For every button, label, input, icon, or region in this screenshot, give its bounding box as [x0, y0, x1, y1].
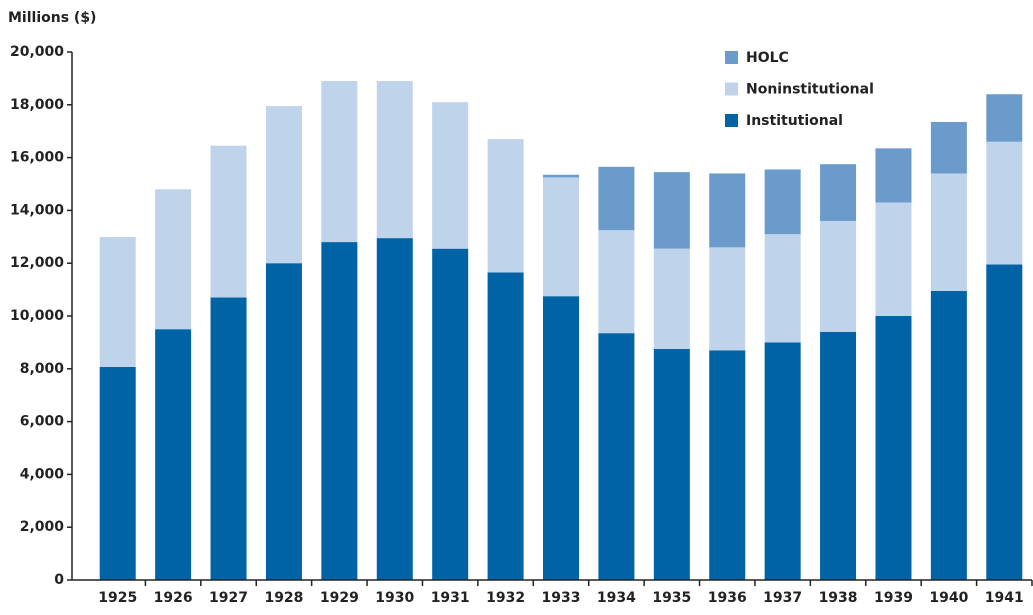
x-tick-label: 1928	[264, 590, 303, 606]
bar-segment	[653, 172, 690, 249]
bar-segment	[155, 189, 192, 330]
bar-segment	[709, 247, 746, 351]
x-tick-label: 1936	[708, 590, 747, 606]
x-tick-label: 1933	[542, 590, 581, 606]
x-tick-label: 1941	[985, 590, 1024, 606]
bar-segment	[709, 173, 746, 248]
bar-segment	[598, 166, 635, 231]
bar-segment	[820, 220, 857, 332]
legend-swatch	[725, 51, 738, 64]
y-tick-label: 4,000	[20, 466, 65, 482]
bar-segment	[432, 102, 469, 249]
x-tick-label: 1940	[929, 590, 968, 606]
bar-segment	[321, 242, 358, 580]
bar-segment	[210, 297, 247, 580]
bar-segment	[764, 169, 801, 235]
bar-segment	[265, 263, 302, 580]
bar-segment	[764, 342, 801, 580]
x-tick-label: 1934	[597, 590, 636, 606]
y-tick-label: 14,000	[10, 202, 64, 218]
bar-segment	[210, 145, 247, 298]
bar-segment	[653, 349, 690, 580]
bar-segment	[875, 316, 912, 580]
bar-segment	[487, 139, 524, 273]
bar-segment	[265, 106, 302, 264]
bar-segment	[930, 290, 967, 580]
x-tick-label: 1935	[652, 590, 691, 606]
legend-label: HOLC	[746, 50, 789, 66]
x-tick-label: 1937	[763, 590, 802, 606]
y-tick-label: 6,000	[20, 414, 65, 430]
x-tick-label: 1929	[320, 590, 359, 606]
bar-segment	[543, 296, 579, 580]
x-tick-label: 1932	[486, 590, 525, 606]
bar-segment	[986, 264, 1023, 580]
y-tick-label: 2,000	[20, 519, 65, 535]
bar-segment	[487, 272, 524, 580]
x-tick-label: 1930	[375, 590, 414, 606]
legend-swatch	[725, 82, 738, 96]
x-tick-label: 1927	[209, 590, 248, 606]
bar-segment	[653, 248, 690, 349]
bar-segment	[709, 350, 746, 580]
bar-segment	[376, 81, 413, 239]
x-tick-label: 1931	[431, 590, 470, 606]
bar-segment	[930, 121, 967, 174]
bar-segment	[986, 94, 1023, 142]
bar-segment	[986, 141, 1023, 265]
x-tick-label: 1938	[819, 590, 858, 606]
y-tick-label: 0	[54, 572, 64, 588]
bar-segment	[543, 174, 579, 178]
legend-swatch	[725, 114, 738, 127]
y-tick-label: 16,000	[10, 150, 64, 166]
bar-segment	[820, 164, 857, 221]
y-axis-label: Millions ($)	[8, 10, 96, 26]
y-tick-label: 18,000	[10, 97, 64, 113]
y-tick-label: 8,000	[20, 361, 65, 377]
y-tick-label: 12,000	[10, 255, 64, 271]
x-tick-label: 1939	[874, 590, 913, 606]
bar-segment	[598, 230, 635, 334]
y-tick-label: 20,000	[10, 44, 64, 60]
bar-segment	[875, 202, 912, 316]
x-tick-label: 1926	[154, 590, 193, 606]
bar-segment	[155, 329, 192, 580]
legend-label: Institutional	[746, 113, 843, 129]
bar-segment	[543, 177, 579, 297]
legend-label: Noninstitutional	[746, 82, 874, 98]
bar-segment	[764, 234, 801, 343]
bar-segment	[598, 333, 635, 580]
bar-segment	[376, 238, 413, 580]
bar-segment	[875, 148, 912, 203]
y-tick-label: 10,000	[10, 308, 64, 324]
bar-segment	[99, 366, 136, 580]
bar-segment	[930, 173, 967, 291]
bar-segment	[321, 81, 358, 243]
bar-segment	[820, 331, 857, 580]
bar-segment	[99, 237, 136, 367]
x-tick-label: 1925	[98, 590, 137, 606]
bar-segment	[432, 248, 469, 580]
